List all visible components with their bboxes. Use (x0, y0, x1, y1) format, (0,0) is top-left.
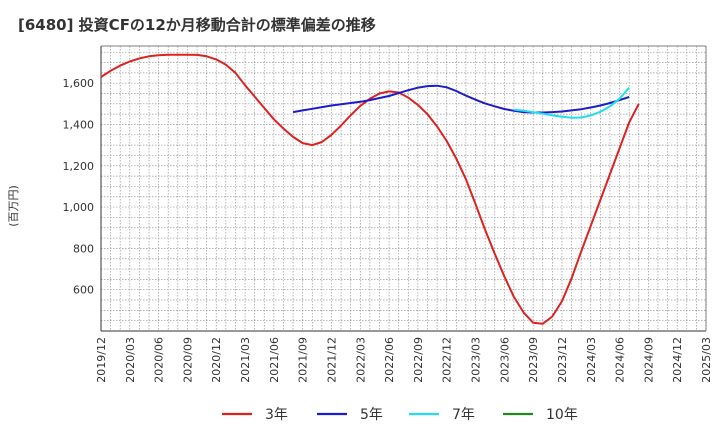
chart-title: [6480] 投資CFの12か月移動合計の標準偏差の推移 (18, 16, 376, 34)
x-tick-label: 2024/09 (642, 337, 655, 383)
legend-label: 10年 (546, 407, 578, 423)
x-tick-label: 2020/06 (153, 337, 166, 383)
x-tick-label: 2024/03 (585, 337, 598, 383)
legend-label: 3年 (265, 407, 288, 423)
x-tick-label: 2025/03 (700, 337, 713, 383)
x-tick-label: 2022/09 (412, 337, 425, 383)
y-tick-label: 800 (73, 242, 94, 255)
x-tick-label: 2024/06 (614, 337, 627, 383)
grid (100, 46, 707, 332)
x-tick-label: 2023/12 (556, 337, 569, 383)
legend-label: 5年 (360, 407, 383, 423)
y-tick-label: 1,600 (63, 77, 95, 90)
x-tick-label: 2021/12 (325, 337, 338, 383)
x-tick-label: 2022/06 (383, 337, 396, 383)
y-tick-label: 1,200 (63, 160, 95, 173)
y-tick-label: 600 (73, 284, 94, 297)
x-tick-label: 2023/06 (498, 337, 511, 383)
x-tick-label: 2019/12 (95, 337, 108, 383)
x-tick-label: 2023/09 (527, 337, 540, 383)
series-line-3年 (100, 53, 640, 325)
y-axis-label: (百万円) (7, 185, 20, 227)
series-lines (100, 53, 640, 325)
legend-label: 7年 (452, 407, 475, 423)
series-line-7年 (513, 87, 630, 119)
x-tick-label: 2024/12 (671, 337, 684, 383)
x-tick-label: 2022/03 (354, 337, 367, 383)
x-tick-label: 2021/03 (239, 337, 252, 383)
y-tick-label: 1,000 (63, 201, 95, 214)
x-tick-label: 2020/09 (181, 337, 194, 383)
x-tick-label: 2022/12 (441, 337, 454, 383)
x-tick-label: 2020/03 (124, 337, 137, 383)
plot-background (101, 46, 706, 331)
axes (100, 45, 707, 332)
x-tick-label: 2023/03 (470, 337, 483, 383)
tick-labels: 600 800 1,000 1,200 1,400 1,600 2019/12 2020/03… (63, 77, 714, 383)
legend: 3年 5年 7年 10年 (222, 407, 578, 423)
x-tick-label: 2021/09 (297, 337, 310, 383)
y-tick-label: 1,400 (63, 118, 95, 131)
series-line-5年 (292, 84, 630, 114)
plot-area (101, 46, 706, 331)
x-tick-label: 2020/12 (210, 337, 223, 383)
x-tick-label: 2021/06 (268, 337, 281, 383)
